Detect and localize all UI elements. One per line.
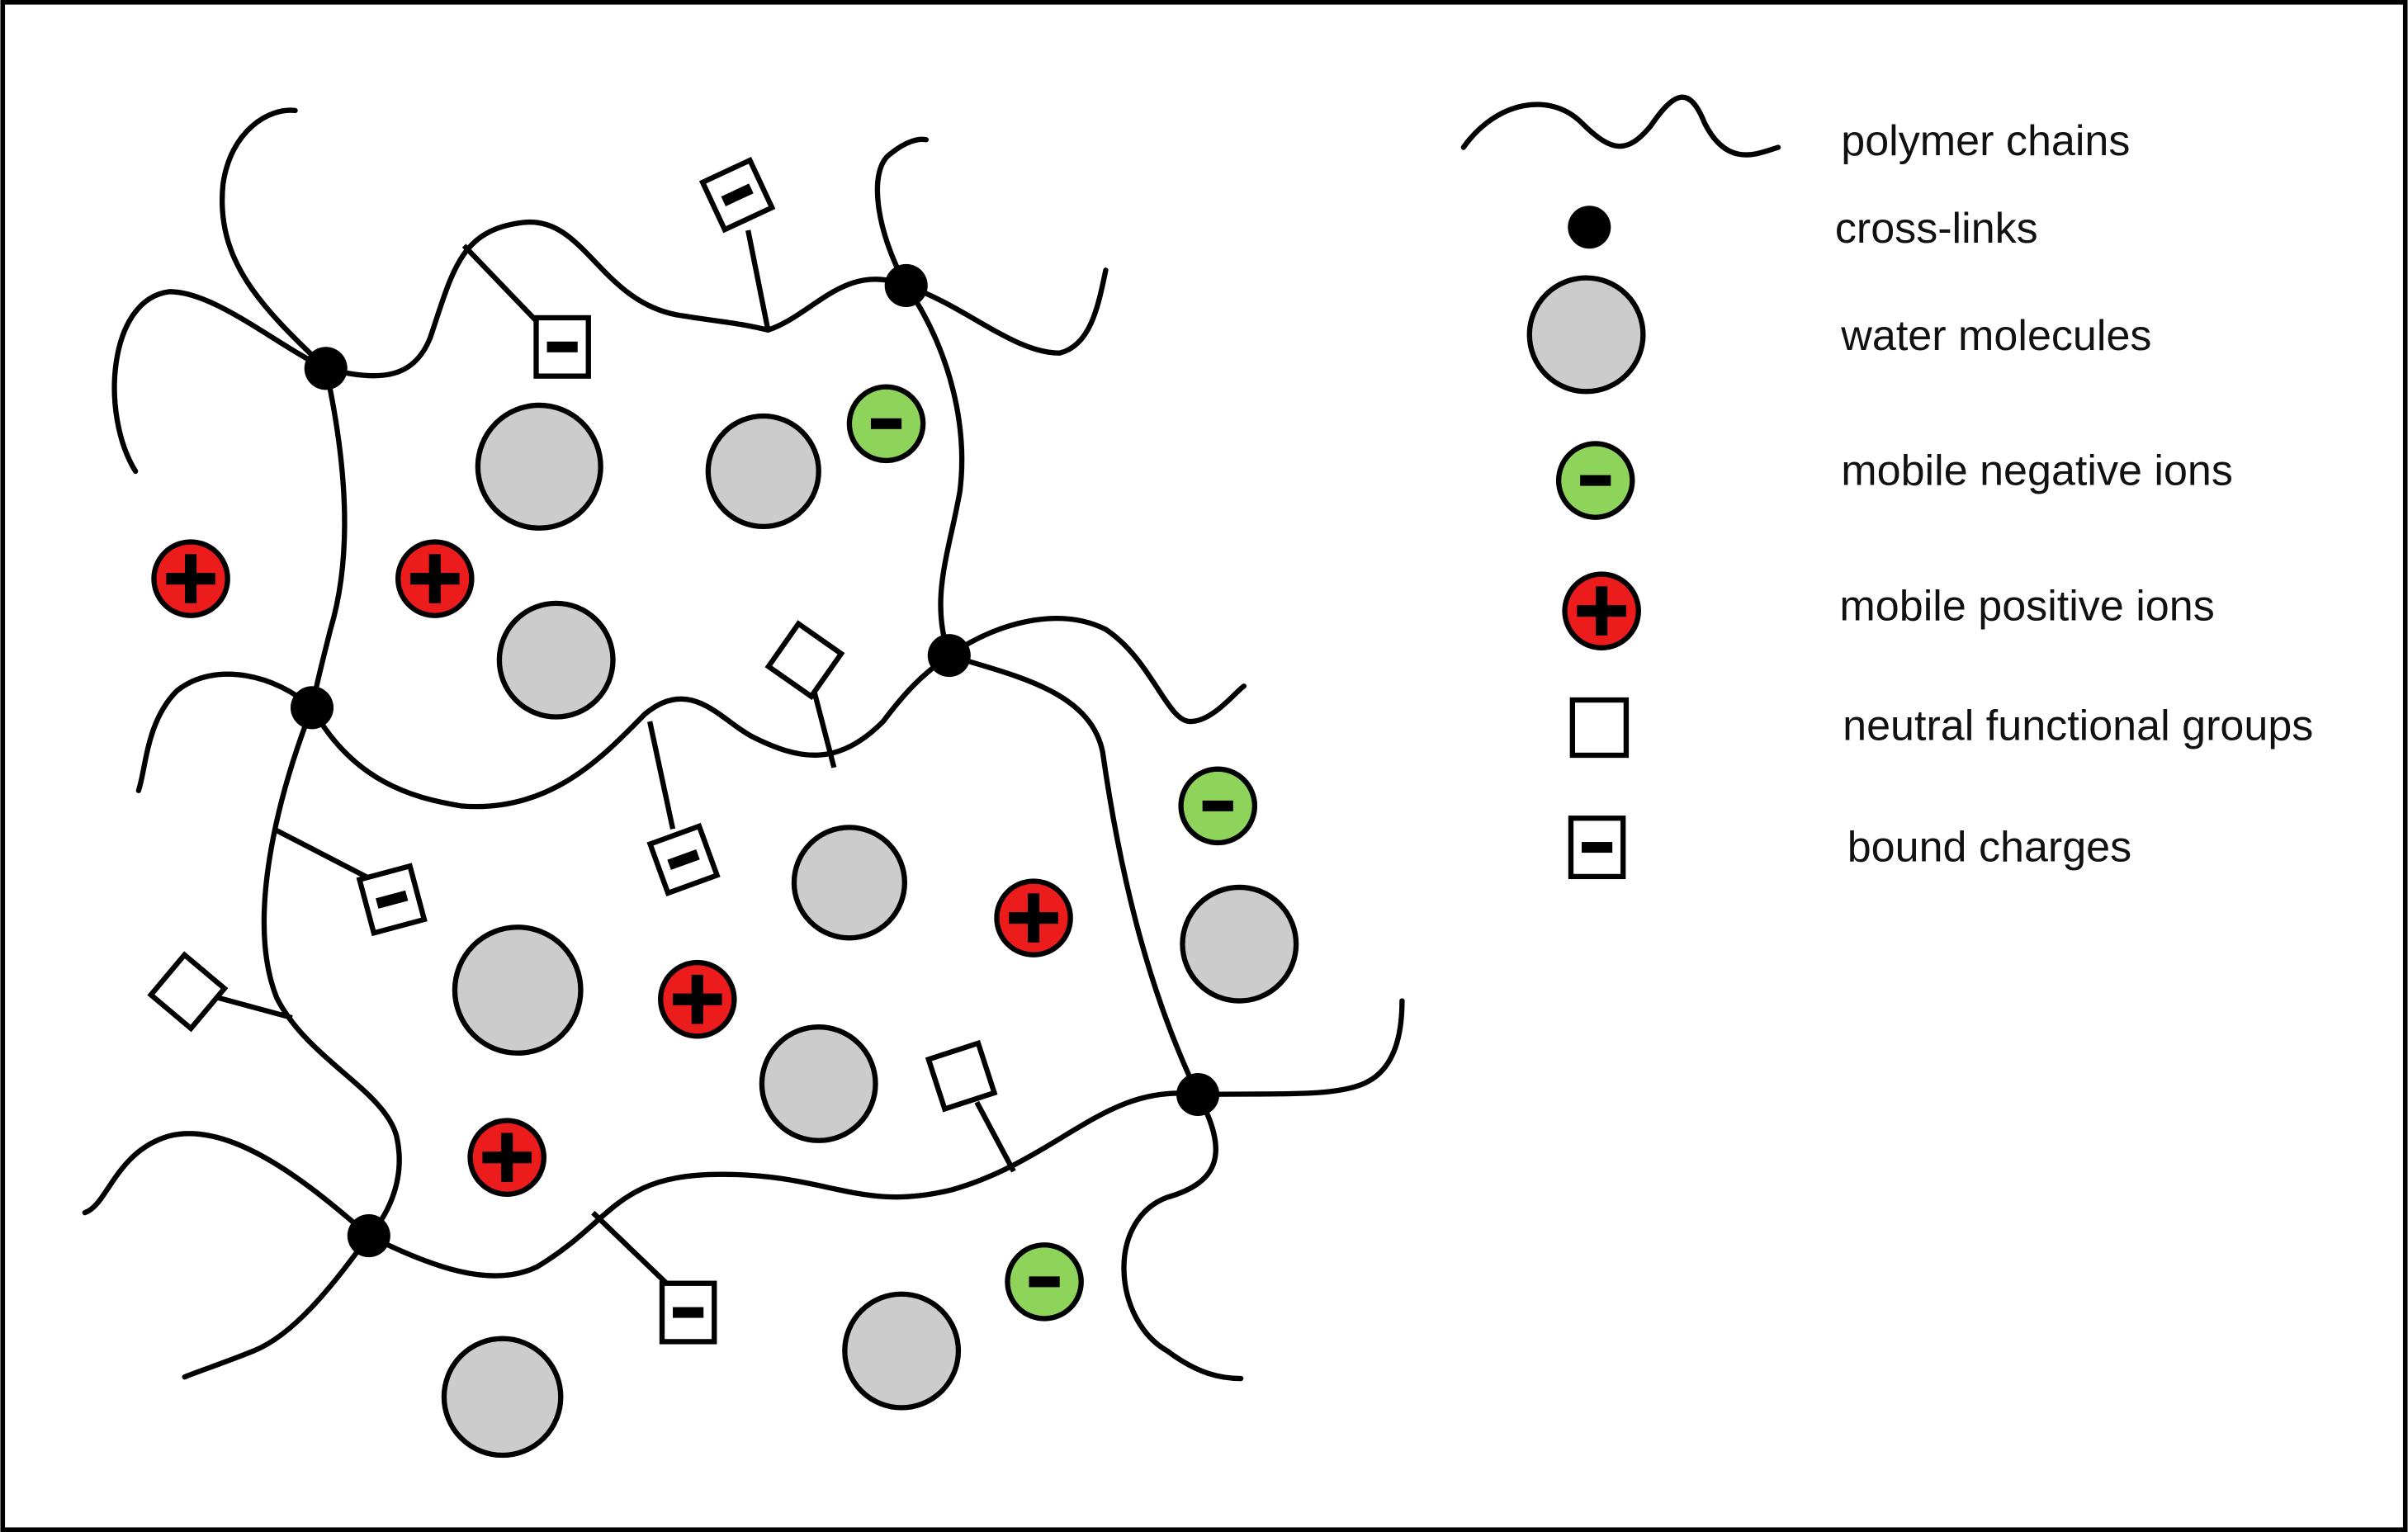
legend-neutral-functional-groups: neutral functional groups [1843,702,2313,749]
polymer-chain-end [182,1232,371,1380]
legend-negative-ion-symbol [1555,441,1635,520]
polymer-chain-end [220,107,329,371]
polymer-chain [946,652,1201,1098]
legend-polymer-chain-symbol [1460,94,1781,158]
water-molecules [441,402,1299,1459]
polymer-chain-end [903,267,1109,356]
legend-bound-charges: bound charges [1847,823,2131,871]
polymer-chain [366,1090,1201,1279]
bound-charge [533,314,591,379]
functional-groups [147,156,1016,1345]
mobile-positive-ions [151,539,1073,1198]
legend-polymer-chains: polymer chains [1841,117,2130,165]
bound-charge [659,1280,717,1345]
cross-links [290,263,1220,1258]
bound-charge [356,863,428,937]
legend-neutral-group-symbol [1569,697,1630,759]
legend-mobile-positive-ions: mobile positive ions [1839,582,2214,630]
polymer-chain [903,282,965,659]
neutral-group [764,620,845,701]
legend: polymer chains cross-links water molecul… [1460,94,2313,880]
legend-cross-link-symbol [1568,206,1611,249]
bound-charge [646,822,721,897]
polymer-chain [309,366,348,711]
neutral-group [925,1039,998,1113]
legend-bound-charge-symbol [1568,816,1626,880]
polymer-network [82,107,1405,1382]
polymer-chain-end [135,671,315,793]
polymer-chain-end [1121,1091,1244,1382]
polymer-chain-end [111,289,329,475]
polymer-chain-end [874,136,930,289]
polymer-chain [309,652,952,810]
legend-mobile-negative-ions: mobile negative ions [1841,447,2233,495]
polymer-chain-end [946,616,1247,725]
legend-water-molecules: water molecules [1840,312,2151,360]
polymer-chain [261,705,402,1239]
mobile-negative-ions [846,384,1258,1322]
legend-water-symbol [1526,275,1646,395]
polymer-chain [323,219,909,379]
polymer-chain-end [82,1131,371,1239]
legend-cross-links: cross-links [1835,205,2038,253]
legend-positive-ion-symbol [1562,571,1641,650]
polymer-chain-end [1195,998,1405,1098]
neutral-group [147,951,229,1033]
bound-charge [698,156,776,234]
